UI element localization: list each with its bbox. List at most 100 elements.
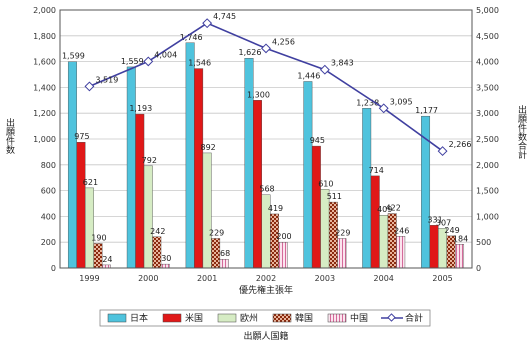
bar-value-label: 422: [386, 204, 401, 213]
bar: [160, 263, 170, 269]
bar-value-label: 190: [91, 233, 106, 242]
bar-value-label: 242: [150, 227, 165, 236]
bar-value-label: 892: [201, 143, 216, 152]
legend: 日本 米国 欧州 韓国 中国 合計: [99, 309, 431, 327]
legend-label: 中国: [350, 312, 368, 324]
bar-value-label: 229: [209, 228, 224, 237]
bar: [67, 61, 77, 269]
bar-value-label: 511: [327, 192, 342, 201]
bar: [219, 259, 229, 269]
bar: [320, 189, 330, 269]
bar-value-label: 975: [74, 132, 89, 141]
bar: [387, 213, 397, 269]
bar-value-label: 229: [335, 228, 350, 237]
bar-value-label: 249: [444, 226, 459, 235]
x-tick-label: 2004: [374, 274, 394, 283]
bar: [143, 165, 153, 269]
total-line-value-label: 3,519: [95, 75, 118, 84]
total-line-series: 3,519 4,004 4,745 4,256 3,843 3,095 2,266: [84, 12, 472, 157]
bar-value-label: 621: [83, 178, 98, 187]
y-right-tick-label: 1,500: [476, 187, 499, 196]
bar-value-label: 1,626: [239, 48, 262, 57]
y-right-tick-label: 2,500: [476, 135, 499, 144]
total-line-value-label: 2,266: [449, 140, 472, 149]
legend-line-marker: [387, 313, 396, 322]
bar-value-label: 714: [369, 166, 384, 175]
y-left-tick-label: 2,000: [33, 6, 56, 15]
total-line-value-label: 3,095: [390, 97, 413, 106]
bar-value-label: 246: [394, 226, 409, 235]
legend-label: 日本: [130, 312, 148, 324]
bar-value-label: 1,746: [180, 33, 203, 42]
total-line-value-label: 4,745: [213, 12, 236, 21]
y-left-tick-label: 200: [41, 238, 56, 247]
total-line-value-label: 3,843: [331, 59, 354, 68]
bar: [185, 42, 195, 269]
bar: [76, 142, 86, 269]
bar: [211, 238, 221, 269]
bar-value-label: 568: [259, 185, 274, 194]
total-line-marker: [143, 56, 154, 67]
y-left-tick-label: 1,600: [33, 58, 56, 67]
bar-value-label: 331: [427, 215, 442, 224]
total-line-marker: [261, 43, 271, 54]
bar: [278, 241, 288, 269]
legend-label: 米国: [185, 312, 203, 324]
legend-title: 出願人国籍: [243, 330, 288, 342]
bar: [152, 236, 162, 269]
y-right-tick-label: 0: [476, 264, 481, 273]
bar: [93, 243, 103, 269]
x-tick-label: 2000: [138, 274, 158, 283]
y-left-tick-label: 800: [41, 161, 56, 170]
bar: [202, 152, 212, 269]
legend-swatch: [217, 313, 237, 323]
bar-value-label: 307: [436, 218, 451, 227]
total-line-marker: [437, 146, 448, 157]
x-tick-label: 2005: [432, 274, 452, 283]
bar: [455, 244, 465, 269]
x-tick-label: 2003: [315, 274, 335, 283]
y-left-tick-label: 1,400: [33, 83, 56, 92]
bar-value-label: 30: [161, 254, 171, 263]
bar-value-label: 1,599: [62, 52, 85, 61]
bar-value-label: 1,559: [121, 57, 144, 66]
legend-swatch: [272, 313, 292, 323]
axes: 0 200 400 600 800 1,000 1,200 1,400 1,600 1,800 2,…: [33, 6, 499, 283]
bar-value-label: 1,238: [356, 98, 379, 107]
legend-box: [99, 309, 431, 327]
total-line-marker: [84, 81, 95, 92]
bar: [84, 187, 94, 269]
bar-value-label: 1,193: [129, 104, 152, 113]
bar: [362, 108, 372, 269]
y-right-axis-title: 出願件数合計: [516, 104, 527, 160]
bar: [429, 225, 439, 269]
bar-value-label: 419: [268, 204, 283, 213]
legend-label: 韓国: [295, 313, 313, 324]
bar: [370, 175, 380, 269]
legend-swatch: [107, 313, 127, 323]
legend-swatch: [327, 313, 347, 323]
bar: [303, 81, 313, 269]
bar: [396, 236, 406, 269]
x-tick-label: 2001: [197, 274, 217, 283]
total-line-value-label: 4,256: [272, 37, 295, 46]
bar-value-label: 792: [142, 156, 157, 165]
y-left-tick-label: 1,000: [33, 135, 56, 144]
y-right-tick-label: 2,000: [476, 161, 499, 170]
y-left-tick-label: 1,200: [33, 109, 56, 118]
legend-label: 欧州: [240, 312, 258, 324]
y-left-tick-label: 0: [51, 264, 56, 273]
bar-value-label: 1,446: [297, 71, 320, 80]
y-left-axis-title: 出願件数: [4, 117, 15, 155]
bar-value-label: 200: [276, 232, 291, 241]
bar-value-label: 409: [377, 205, 392, 214]
bar-value-label: 945: [310, 136, 325, 145]
x-axis-title: 優先権主張年: [239, 284, 293, 296]
total-line-marker: [319, 64, 330, 75]
y-right-tick-label: 5,000: [476, 6, 499, 15]
y-right-tick-label: 500: [476, 238, 491, 247]
bar: [379, 215, 389, 269]
y-left-tick-label: 1,800: [33, 32, 56, 41]
y-right-tick-label: 3,000: [476, 109, 499, 118]
total-line-marker: [378, 103, 389, 114]
